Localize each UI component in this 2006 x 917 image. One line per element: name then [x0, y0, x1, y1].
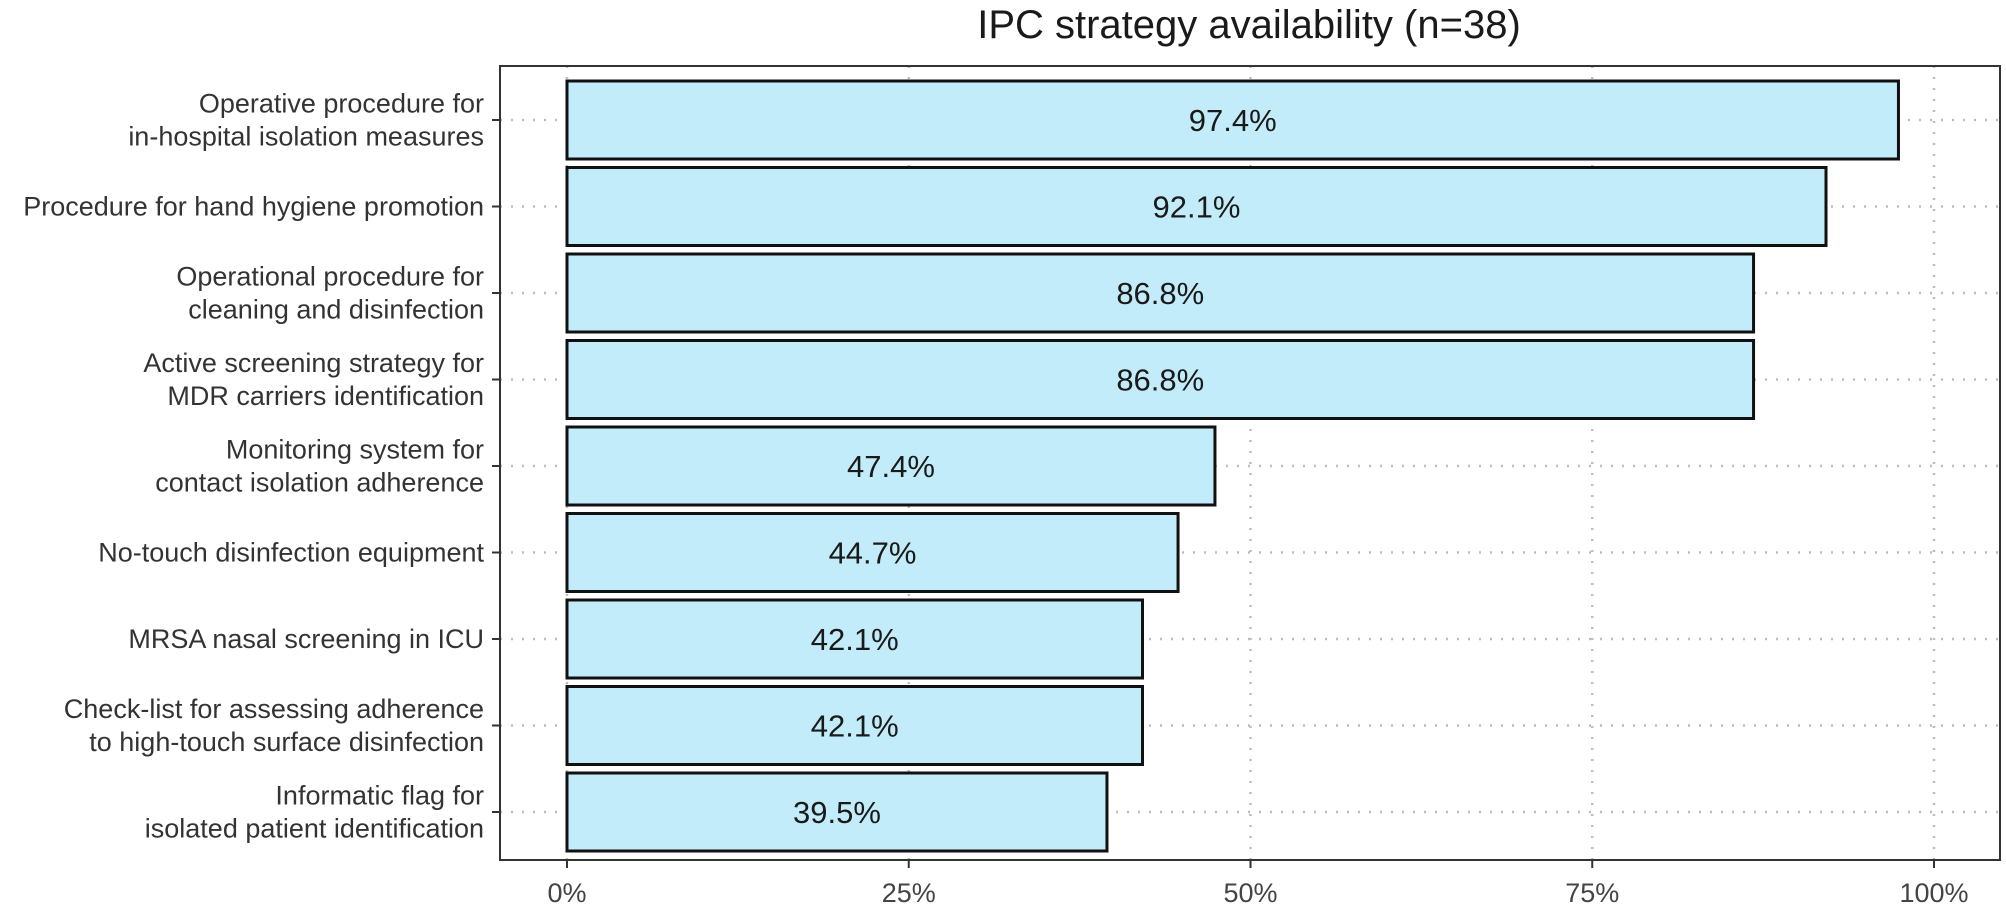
bar	[565, 79, 1900, 161]
data-label: 86.8%	[1116, 363, 1204, 398]
plot-panel-border	[499, 65, 2001, 861]
bar	[565, 425, 1217, 507]
bar	[565, 252, 1756, 334]
category-label: No-touch disinfection equipment	[98, 538, 484, 568]
category-label: MRSA nasal screening in ICU	[128, 624, 484, 654]
category-label: Monitoring system for	[226, 435, 484, 465]
bar	[565, 166, 1828, 247]
category-label: Check-list for assessing adherence	[64, 694, 484, 724]
bar	[565, 512, 1180, 593]
x-tick-label: 0%	[547, 878, 586, 908]
value-axis: 0% 25% 50% 75% 100%	[547, 860, 1969, 908]
category-label: to high-touch surface disinfection	[89, 727, 484, 757]
category-label: Procedure for hand hygiene promotion	[23, 192, 484, 222]
data-label: 42.1%	[811, 622, 899, 657]
category-label: contact isolation adherence	[155, 468, 484, 498]
category-label: in-hospital isolation measures	[128, 122, 484, 152]
category-label: Operative procedure for	[199, 89, 484, 119]
x-tick-label: 50%	[1223, 878, 1277, 908]
x-tick-label: 25%	[882, 878, 936, 908]
chart-title: IPC strategy availability (n=38)	[977, 3, 1521, 47]
bar	[565, 771, 1109, 853]
category-label: MDR carriers identification	[167, 381, 484, 411]
x-tick-label: 75%	[1565, 878, 1619, 908]
bar	[565, 339, 1756, 420]
data-label: 92.1%	[1153, 190, 1241, 225]
category-label: Operational procedure for	[176, 262, 484, 292]
category-label: Informatic flag for	[275, 781, 484, 811]
bars: 97.4% 92.1% 86.8% 86.8% 47.4% 44.7% 42.1% 42.1%…	[565, 79, 1900, 853]
data-label: 42.1%	[811, 709, 899, 744]
data-label: 44.7%	[829, 536, 917, 571]
x-tick-label: 100%	[1899, 878, 1968, 908]
bar	[565, 598, 1145, 680]
category-label: isolated patient identification	[145, 814, 484, 844]
category-label: Active screening strategy for	[143, 348, 484, 378]
data-label: 47.4%	[847, 449, 935, 484]
category-label: cleaning and disinfection	[188, 295, 484, 325]
data-label: 86.8%	[1116, 276, 1204, 311]
bar	[565, 685, 1145, 766]
data-label: 97.4%	[1189, 103, 1277, 138]
data-label: 39.5%	[793, 795, 881, 830]
